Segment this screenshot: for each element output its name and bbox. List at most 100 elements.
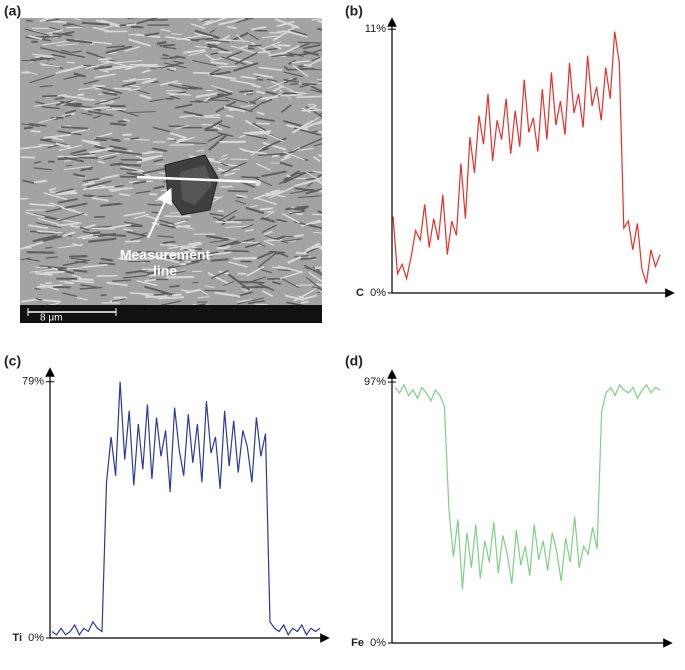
texture <box>31 131 41 132</box>
texture <box>21 157 35 158</box>
texture <box>207 100 230 101</box>
texture <box>75 157 98 158</box>
texture <box>162 55 168 56</box>
y-tick-label: 0% <box>370 287 386 299</box>
data-line <box>395 385 660 589</box>
measurement-end <box>255 180 261 186</box>
texture <box>218 66 237 67</box>
texture <box>204 290 225 291</box>
panel-label: (d) <box>345 353 363 369</box>
texture <box>34 289 41 290</box>
texture <box>321 243 347 244</box>
texture <box>94 139 106 140</box>
texture <box>241 242 260 243</box>
texture <box>170 145 194 146</box>
texture <box>167 138 174 139</box>
y-tick-label: 0% <box>370 637 386 649</box>
scale-bar-strip <box>20 305 322 323</box>
y-axis-label: Fe <box>351 637 364 649</box>
texture <box>170 286 180 287</box>
texture <box>160 45 175 46</box>
texture <box>158 297 183 298</box>
texture <box>98 59 111 60</box>
texture <box>290 84 300 85</box>
texture <box>306 179 316 180</box>
texture <box>130 138 139 139</box>
texture <box>45 247 52 248</box>
texture <box>27 252 55 253</box>
texture <box>229 109 238 110</box>
texture <box>278 45 291 46</box>
texture <box>83 195 92 196</box>
texture <box>224 251 249 252</box>
scale-bar-label: 8 μm <box>40 313 62 324</box>
texture <box>256 123 269 124</box>
texture <box>129 34 141 35</box>
texture <box>192 282 198 283</box>
texture <box>165 99 173 100</box>
texture <box>53 287 71 288</box>
texture <box>219 52 232 53</box>
texture <box>297 96 324 97</box>
texture <box>26 210 44 211</box>
texture <box>217 94 224 95</box>
y-axis-label: C <box>356 287 364 299</box>
texture <box>66 165 72 166</box>
texture <box>267 240 282 241</box>
texture <box>101 295 107 296</box>
data-line <box>52 382 320 635</box>
texture <box>127 17 146 19</box>
texture <box>94 217 105 218</box>
annotation: Measurement <box>120 247 211 263</box>
texture <box>69 256 87 257</box>
texture <box>169 57 178 58</box>
texture <box>51 268 58 269</box>
texture <box>239 282 264 283</box>
texture <box>22 60 37 61</box>
texture <box>159 173 165 174</box>
texture <box>260 208 274 209</box>
texture <box>296 285 313 286</box>
annotation: line <box>153 263 177 279</box>
texture <box>313 232 324 233</box>
texture <box>296 253 307 254</box>
texture <box>281 95 303 96</box>
texture <box>210 53 218 54</box>
data-line <box>393 32 660 284</box>
texture <box>164 216 191 217</box>
texture <box>322 159 345 168</box>
texture <box>42 96 57 97</box>
texture <box>239 91 253 92</box>
texture <box>241 177 260 178</box>
texture <box>318 175 324 176</box>
texture <box>67 62 75 63</box>
texture <box>26 20 33 21</box>
texture <box>65 282 74 283</box>
texture <box>81 169 92 170</box>
texture <box>295 235 304 236</box>
y-tick-label: 79% <box>22 376 44 388</box>
texture <box>125 241 140 242</box>
texture <box>148 204 164 205</box>
texture <box>57 156 78 157</box>
texture <box>78 177 86 178</box>
texture <box>170 68 176 69</box>
y-tick-label: 97% <box>364 376 386 388</box>
texture <box>294 209 305 210</box>
texture <box>77 94 83 95</box>
y-tick-label: 11% <box>365 23 386 35</box>
texture <box>82 99 95 100</box>
texture <box>321 268 333 276</box>
texture <box>24 127 33 128</box>
texture <box>38 233 54 234</box>
texture <box>126 24 136 25</box>
texture <box>228 191 248 192</box>
panel-label: (c) <box>4 353 21 369</box>
texture <box>319 183 338 192</box>
texture <box>298 42 322 43</box>
texture <box>45 283 52 284</box>
texture <box>78 279 93 280</box>
texture <box>151 212 159 213</box>
panel-label: (a) <box>4 3 21 19</box>
texture <box>278 270 291 271</box>
